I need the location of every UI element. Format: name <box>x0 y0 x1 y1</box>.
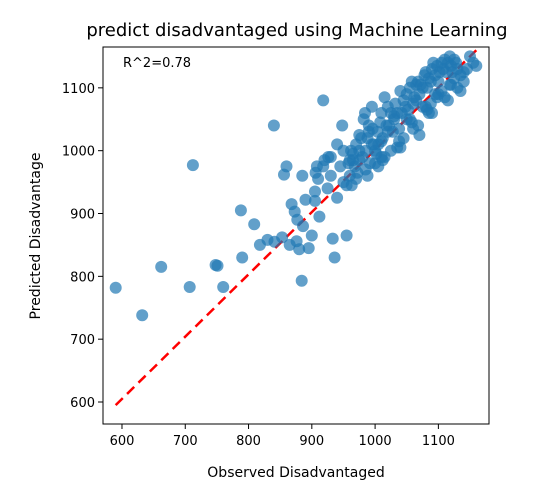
data-point <box>393 122 406 135</box>
data-point <box>309 194 321 207</box>
data-point <box>381 125 394 138</box>
data-point <box>347 147 359 160</box>
plot-area <box>102 46 490 425</box>
x-tick-label: 800 <box>236 434 261 449</box>
data-point <box>211 259 224 272</box>
data-point <box>183 281 196 293</box>
data-point <box>155 260 168 273</box>
data-point <box>443 78 456 91</box>
x-tick-label: 700 <box>173 434 198 449</box>
y-axis-ticks: 600 700 800 900 1000 1100 <box>62 82 103 411</box>
x-tick-label: 900 <box>299 434 324 449</box>
data-point <box>441 94 454 107</box>
x-tick-label: 1000 <box>359 434 392 449</box>
y-tick-label: 700 <box>70 333 95 348</box>
data-point <box>331 191 344 204</box>
data-point <box>313 210 326 223</box>
data-point <box>421 103 433 116</box>
data-point <box>109 281 122 294</box>
data-point <box>359 163 372 176</box>
data-point <box>405 116 418 129</box>
data-point <box>312 172 325 185</box>
reference-line-layer <box>114 49 478 407</box>
x-tick-label: 600 <box>110 434 135 449</box>
data-point <box>326 232 339 245</box>
chart-title: predict disadvantaged using Machine Lear… <box>86 20 507 41</box>
x-axis-label: Observed Disadvantaged <box>207 465 384 481</box>
data-point <box>337 144 350 157</box>
data-point <box>350 172 363 185</box>
data-point <box>361 132 374 145</box>
x-tick-label: 1100 <box>422 434 455 449</box>
data-point <box>305 229 318 242</box>
data-point <box>248 218 261 231</box>
y-tick-label: 1100 <box>62 82 95 97</box>
data-point <box>309 185 321 198</box>
data-point <box>297 220 309 233</box>
data-point <box>328 251 341 264</box>
data-point <box>388 110 401 123</box>
data-point <box>293 243 306 256</box>
data-point <box>321 182 334 195</box>
data-point <box>340 229 353 242</box>
reference-line <box>114 49 478 407</box>
y-tick-label: 600 <box>70 396 95 411</box>
data-point <box>276 231 289 244</box>
data-point <box>136 309 149 322</box>
data-point <box>431 91 444 104</box>
data-point <box>317 94 330 107</box>
data-point <box>375 135 388 148</box>
data-point <box>267 119 280 132</box>
data-point <box>378 91 391 104</box>
data-point <box>376 154 389 167</box>
r-squared-annotation: R^2=0.78 <box>123 56 191 71</box>
x-axis-ticks: 600 700 800 900 1000 1100 <box>110 424 455 449</box>
data-point <box>295 274 308 287</box>
y-tick-label: 1000 <box>62 145 95 160</box>
data-point <box>234 204 247 217</box>
data-point <box>186 159 199 172</box>
data-point <box>296 169 309 182</box>
data-point <box>217 281 230 293</box>
data-point <box>317 160 330 173</box>
data-point <box>460 63 473 75</box>
data-point <box>365 100 378 113</box>
data-point <box>470 59 483 72</box>
plot-frame <box>102 46 490 425</box>
data-point <box>324 151 337 163</box>
data-point <box>302 242 315 255</box>
y-tick-label: 900 <box>70 208 95 223</box>
data-point <box>340 179 353 192</box>
data-point <box>236 251 249 264</box>
data-point <box>299 193 312 206</box>
points-layer <box>109 50 483 322</box>
data-point <box>280 160 293 173</box>
data-point <box>324 169 337 182</box>
y-tick-label: 800 <box>70 270 95 285</box>
y-axis-label: Predicted Disadvantage <box>28 153 44 320</box>
data-point <box>432 75 445 88</box>
data-point <box>336 119 349 132</box>
data-point <box>393 135 406 148</box>
